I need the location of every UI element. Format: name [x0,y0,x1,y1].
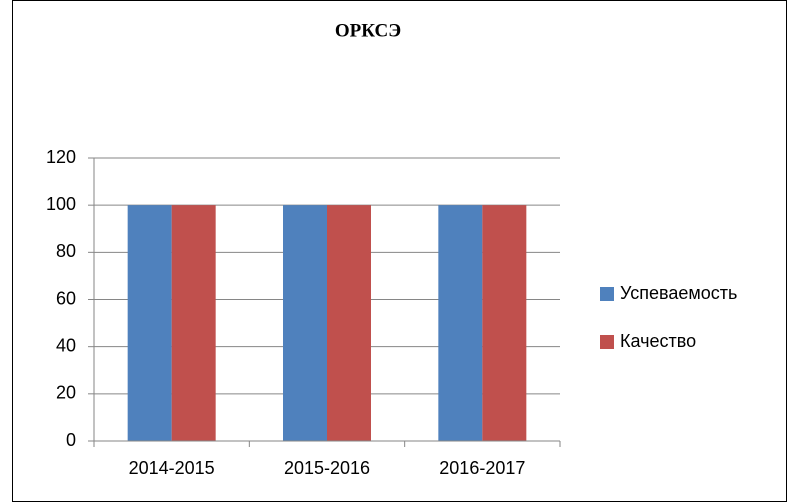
legend-swatch [600,287,614,301]
y-tick-label: 40 [56,335,76,355]
legend-label: Успеваемость [620,283,737,303]
bar [127,205,172,441]
bar [171,205,216,441]
legend-label: Качество [620,331,696,351]
y-tick-label: 100 [46,194,76,214]
bar [283,205,327,441]
bar [327,205,371,441]
y-tick-label: 120 [46,147,76,167]
x-tick-label: 2015-2016 [284,458,370,478]
x-tick-label: 2016-2017 [439,458,525,478]
x-tick-label: 2014-2015 [129,458,215,478]
bar [438,205,483,441]
y-tick-label: 80 [56,241,76,261]
y-tick-label: 20 [56,383,76,403]
y-tick-label: 60 [56,288,76,308]
y-tick-label: 0 [66,430,76,450]
legend-swatch [600,335,614,349]
bar [482,205,527,441]
chart-title: ОРКСЭ [335,20,401,41]
